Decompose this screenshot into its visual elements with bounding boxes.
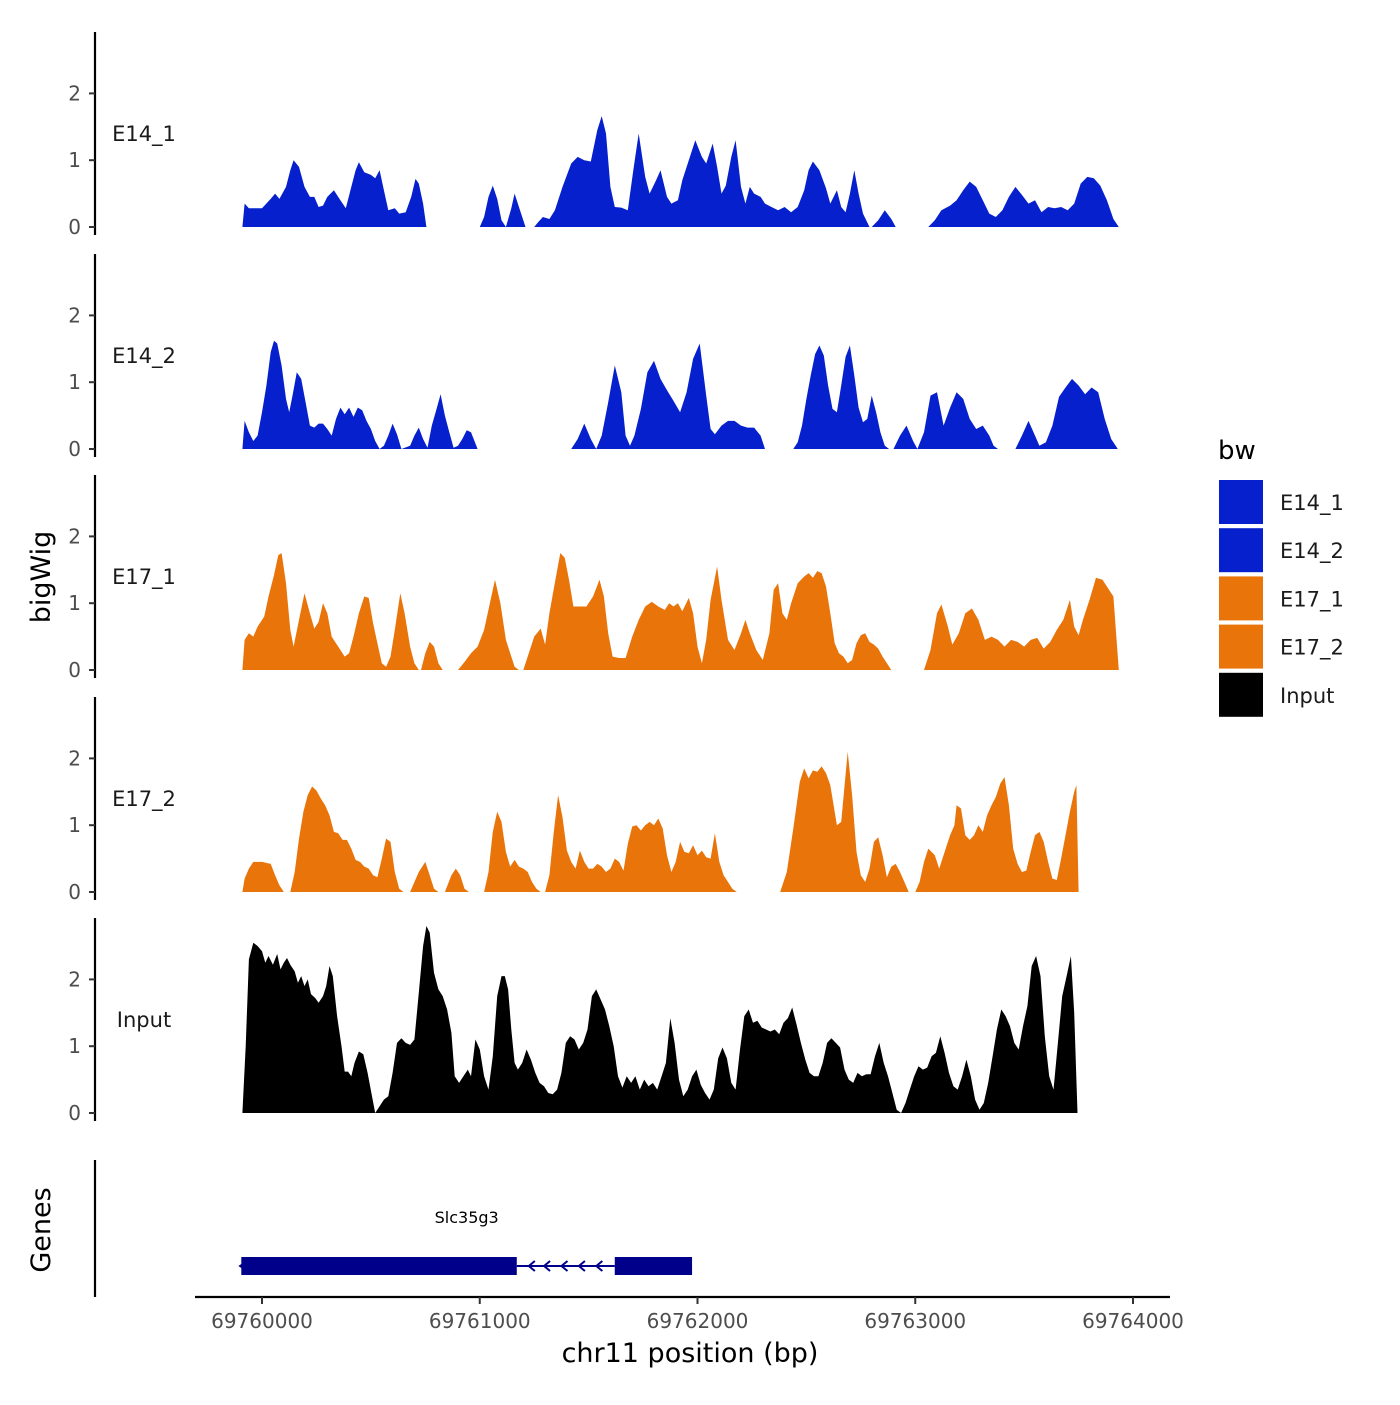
panel-e14-2: 0 1 2 E14_2	[68, 254, 1118, 461]
panel-e17-2: 0 1 2 E17_2	[68, 697, 1079, 904]
x-axis-title: chr11 position (bp)	[562, 1338, 819, 1369]
legend-label: E14_2	[1280, 539, 1344, 564]
legend-swatch	[1219, 624, 1263, 669]
coverage-area	[242, 160, 427, 227]
panel-input: 0 1 2 Input	[68, 918, 1078, 1125]
legend-label: Input	[1280, 684, 1334, 708]
gene-track: Slc35g3	[93, 1160, 693, 1297]
strand-arrow	[527, 1260, 536, 1272]
y-tick-label: 1	[68, 1034, 81, 1058]
legend-swatch	[1219, 528, 1263, 573]
gene-label: Slc35g3	[435, 1208, 499, 1227]
y-tick-label: 0	[68, 437, 81, 461]
coverage-area	[242, 861, 284, 892]
legend-swatch	[1219, 480, 1263, 524]
coverage-area	[780, 751, 909, 892]
y-tick-label: 0	[68, 880, 81, 904]
panel-label: E17_2	[112, 787, 176, 812]
coverage-area	[484, 811, 541, 892]
x-tick-label: 69763000	[864, 1309, 966, 1333]
strand-arrow	[559, 1260, 569, 1272]
coverage-area	[893, 392, 998, 449]
strand-arrow	[577, 1260, 586, 1272]
panel-label: Input	[117, 1008, 171, 1032]
coverage-area	[479, 185, 526, 227]
y-tick-label: 2	[68, 524, 81, 548]
y-tick-label: 1	[68, 370, 81, 394]
coverage-area	[242, 340, 478, 449]
coverage-area	[421, 641, 443, 670]
x-tick-label: 69760000	[211, 1309, 313, 1333]
legend-entry-e14-1: E14_1	[1219, 480, 1344, 524]
y-tick-label: 0	[68, 1101, 81, 1125]
x-axis: 69760000 69761000 69762000 69763000 69764000	[195, 1295, 1184, 1333]
y-tick-label: 2	[68, 967, 81, 991]
panel-label: E17_1	[112, 565, 176, 590]
coverage-area	[915, 777, 1079, 892]
legend-label: E14_1	[1280, 491, 1344, 516]
coverage-area	[928, 176, 1119, 227]
gene-exon	[241, 1257, 517, 1275]
y-tick-label: 1	[68, 148, 81, 172]
x-tick-label: 69762000	[647, 1309, 749, 1333]
gene-exon	[614, 1257, 693, 1275]
panel-label: E14_1	[112, 122, 176, 147]
y-tick-label: 2	[68, 81, 81, 105]
coverage-area	[571, 343, 765, 449]
coverage-area	[1015, 378, 1118, 449]
panel-e17-1: 0 1 2 E17_1	[68, 475, 1119, 682]
coverage-area	[242, 553, 419, 670]
legend-entry-e17-1: E17_1	[1219, 576, 1344, 621]
legend-label: E17_1	[1280, 587, 1344, 612]
y-axis-title: bigWig	[26, 531, 57, 624]
legend: E14_1 E14_2 E17_1 E17_2 Input	[1219, 480, 1344, 717]
coverage-area	[290, 786, 404, 892]
legend-entry-input: Input	[1219, 672, 1334, 717]
strand-arrow	[594, 1260, 603, 1272]
strand-arrow	[542, 1260, 551, 1272]
panel-label: E14_2	[112, 344, 176, 369]
legend-title: bw	[1218, 436, 1256, 466]
legend-entry-e17-2: E17_2	[1219, 624, 1344, 669]
coverage-area	[458, 579, 519, 670]
genes-axis-title: Genes	[26, 1187, 57, 1272]
y-tick-label: 0	[68, 215, 81, 239]
track-panels: 0 1 2 E14_1 0 1 2 E14_2 0 1 2 E17_1 0 1 2 E17_2 0 1 2 Input	[68, 32, 1119, 1125]
legend-entry-e14-2: E14_2	[1219, 528, 1344, 573]
legend-label: E17_2	[1280, 636, 1344, 661]
coverage-area	[545, 795, 737, 892]
y-tick-label: 2	[68, 303, 81, 327]
coverage-area	[924, 577, 1119, 670]
coverage-area	[871, 210, 896, 227]
y-tick-label: 2	[68, 746, 81, 770]
coverage-area	[793, 345, 890, 449]
coverage-area	[523, 553, 892, 670]
legend-swatch	[1219, 672, 1263, 717]
legend-swatch	[1219, 576, 1263, 621]
coverage-area	[444, 868, 469, 892]
panel-e14-1: 0 1 2 E14_1	[68, 32, 1119, 239]
strand-arrow	[238, 1262, 245, 1270]
coverage-area	[534, 116, 870, 227]
coverage-area	[410, 861, 439, 892]
y-tick-label: 1	[68, 591, 81, 615]
y-tick-label: 0	[68, 658, 81, 682]
y-tick-label: 1	[68, 813, 81, 837]
coverage-area	[242, 926, 1078, 1113]
x-tick-label: 69761000	[429, 1309, 531, 1333]
x-tick-label: 69764000	[1082, 1309, 1184, 1333]
